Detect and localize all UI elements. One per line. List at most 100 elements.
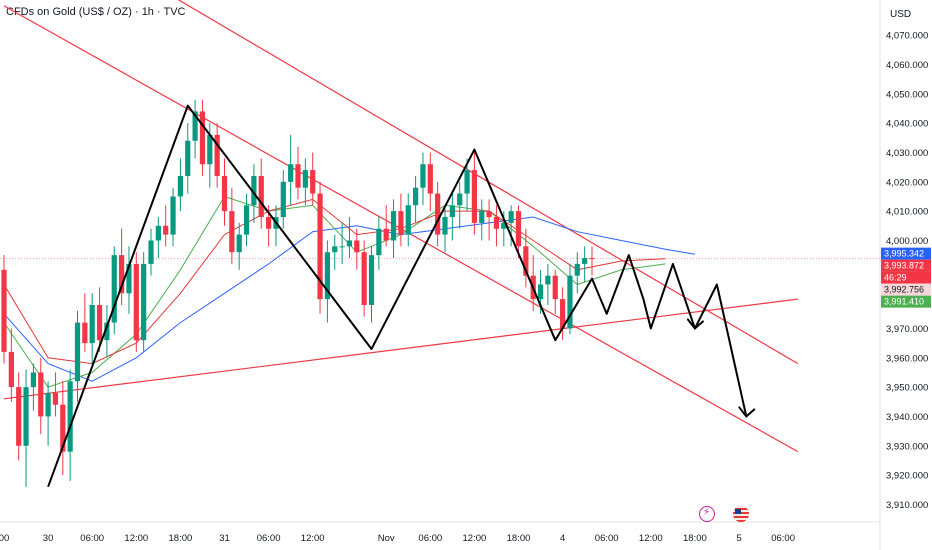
candle [552, 269, 558, 314]
candle [126, 246, 132, 314]
candle [199, 99, 206, 176]
candle-body [464, 170, 470, 194]
candle [310, 152, 316, 206]
candle [192, 99, 198, 159]
candle-body [163, 225, 169, 235]
candle [141, 252, 147, 352]
candle [560, 287, 566, 341]
candle [545, 263, 551, 305]
candle [339, 222, 345, 264]
candle-body [413, 187, 419, 206]
arrowhead [738, 406, 756, 418]
candle [413, 175, 419, 223]
price-tag-bg [881, 283, 931, 296]
trendline[interactable] [3, 298, 798, 400]
candle [464, 158, 470, 212]
pattern-zigzag[interactable] [47, 104, 748, 488]
candle [398, 193, 404, 247]
candle-body [258, 175, 264, 218]
candle-body [383, 228, 389, 241]
price-tag: 3,993.872 [881, 259, 931, 272]
candle-body [479, 211, 485, 223]
candle [38, 357, 44, 435]
candle [30, 363, 36, 411]
candle-body [170, 196, 176, 235]
candle [523, 228, 529, 288]
lightning-event-icon[interactable] [699, 506, 715, 522]
y-tick-label: 4,070.000 [886, 31, 928, 42]
trendline[interactable] [4, 0, 799, 365]
currency-label: USD [890, 9, 912, 20]
price-tag-bg [881, 259, 931, 272]
y-tick-label: 4,020.000 [886, 177, 928, 188]
candle-body [552, 275, 558, 300]
candle-body [104, 322, 110, 341]
candle [23, 369, 29, 487]
candle [221, 158, 228, 226]
candle-body [405, 205, 411, 235]
price-tag-bg [881, 295, 931, 308]
candle-body [148, 240, 154, 264]
candle [89, 293, 95, 364]
x-tick-label: 12:00 [301, 533, 325, 544]
candle-body [155, 225, 161, 241]
candle-body [52, 392, 59, 405]
candle-body [582, 258, 588, 264]
candle-body [199, 111, 206, 165]
candle-body [317, 193, 323, 300]
x-tick-label: 18:00 [507, 533, 531, 544]
candle-body [96, 304, 103, 341]
candle [236, 222, 242, 270]
candle [163, 205, 169, 247]
candle-body [45, 392, 51, 417]
candle-body [295, 164, 301, 188]
price-tag: 3,995.342 [881, 247, 931, 260]
y-tick-label: 4,000.000 [886, 236, 928, 247]
moving-average-line [3, 198, 666, 365]
candle [508, 205, 514, 247]
candle-body [361, 252, 367, 305]
candle [111, 246, 117, 335]
candle [449, 193, 455, 241]
candle-body [567, 275, 573, 329]
candle-body [427, 164, 433, 194]
candle [405, 193, 411, 247]
candle [383, 205, 389, 247]
price-tag-label: 3,993.872 [884, 261, 924, 271]
candle [324, 240, 330, 323]
y-tick-label: 4,030.000 [886, 148, 928, 159]
candle [45, 381, 51, 446]
x-tick-label: 18:00 [683, 533, 707, 544]
candle [96, 287, 103, 352]
candle [420, 152, 426, 206]
candle-body [339, 246, 345, 248]
price-tag-bg [881, 247, 931, 260]
x-tick-label: 30 [43, 533, 54, 544]
candle-body [324, 252, 330, 300]
candle-body [266, 217, 272, 229]
candle [185, 123, 191, 194]
candle-body [8, 351, 14, 388]
us-flag-event-icon[interactable] [733, 506, 749, 522]
candle-body [141, 263, 147, 341]
candle-body [310, 170, 316, 194]
x-tick-label: Nov [378, 533, 395, 544]
candle-body [589, 258, 595, 260]
candle-body [435, 193, 441, 235]
moving-average-line [3, 216, 695, 382]
y-tick-label: 4,050.000 [886, 89, 928, 100]
price-tag-bg [881, 271, 931, 284]
candle [133, 252, 139, 352]
candle [493, 205, 500, 247]
candle-body [119, 255, 125, 294]
x-tick-label: 4 [560, 533, 565, 544]
x-tick-label: 12:00 [639, 533, 663, 544]
candle [74, 310, 81, 402]
candle [155, 217, 161, 259]
candle-body [449, 205, 455, 218]
candle [170, 187, 176, 247]
candle [442, 205, 448, 253]
candle-body [457, 193, 463, 206]
y-tick-label: 3,960.000 [886, 353, 928, 364]
